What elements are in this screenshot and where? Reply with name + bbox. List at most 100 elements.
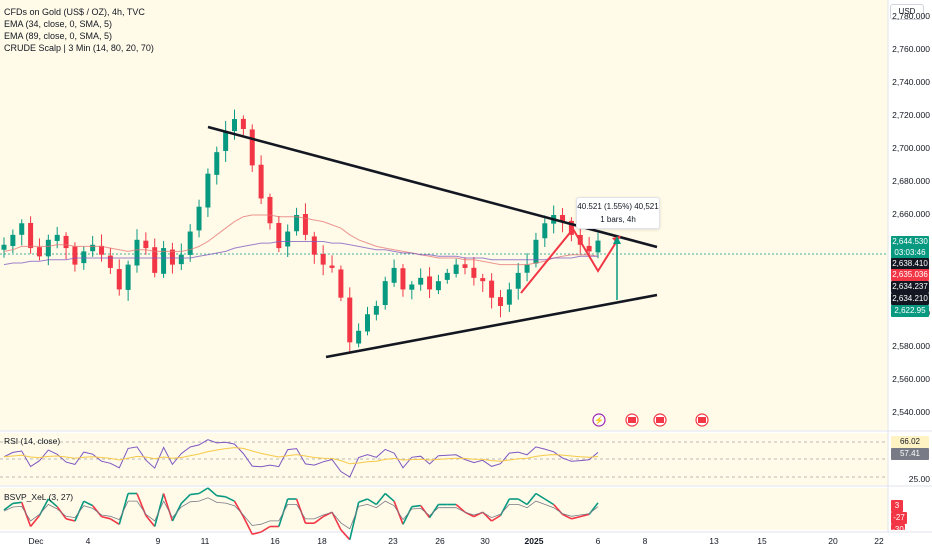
candle-body[interactable] (143, 240, 149, 249)
legend-ema34[interactable]: EMA (34, close, 0, SMA, 5) (4, 19, 113, 29)
candle-body[interactable] (196, 206, 202, 231)
candle-body[interactable] (36, 247, 42, 257)
candle-body[interactable] (161, 248, 167, 274)
candle-body[interactable] (240, 118, 246, 129)
lower-trendline[interactable] (325, 293, 658, 359)
projection-path[interactable] (520, 227, 621, 294)
candle-body[interactable] (524, 264, 530, 273)
ema89-line[interactable] (3, 241, 598, 266)
candle-body[interactable] (54, 234, 60, 241)
candle-body[interactable] (28, 222, 34, 249)
rsi-lines (3, 439, 599, 478)
time-axis-label: 9 (156, 536, 161, 546)
candle-body[interactable] (223, 132, 229, 151)
candle-body[interactable] (409, 284, 415, 290)
candle-body[interactable] (107, 255, 113, 268)
candle-body[interactable] (232, 119, 238, 132)
bsvp-segment (517, 498, 528, 506)
candle-body[interactable] (10, 234, 16, 247)
candle-body[interactable] (178, 254, 184, 265)
candle-body[interactable] (400, 268, 406, 290)
candle-body[interactable] (489, 280, 495, 298)
candle-body[interactable] (134, 239, 140, 266)
legend-ema89[interactable]: EMA (89, close, 0, SMA, 5) (4, 31, 113, 41)
candle-body[interactable] (595, 240, 601, 253)
candle-body[interactable] (311, 236, 317, 255)
candle-body[interactable] (427, 276, 433, 290)
candle-body[interactable] (497, 297, 503, 306)
candle-body[interactable] (453, 264, 459, 274)
candle-body[interactable] (418, 277, 424, 285)
candle-body[interactable] (72, 246, 78, 265)
bsvp-label[interactable]: BSVP_XeL (3, 27) (4, 492, 74, 502)
legend-crude[interactable]: CRUDE Scalp | 3 Min (14, 80, 20, 70) (4, 43, 154, 53)
candle-body[interactable] (373, 305, 379, 315)
rsi-line[interactable] (3, 439, 599, 478)
candle-body[interactable] (187, 231, 193, 255)
candle-body[interactable] (347, 297, 353, 343)
candle-body[interactable] (294, 215, 300, 232)
candle-body[interactable] (320, 254, 326, 265)
candle-body[interactable] (276, 222, 282, 249)
candle-body[interactable] (515, 272, 521, 289)
candle-body[interactable] (249, 129, 255, 166)
candle-body[interactable] (586, 245, 592, 252)
candle-body[interactable] (568, 220, 574, 235)
candle-body[interactable] (63, 235, 69, 249)
candle-body[interactable] (285, 231, 291, 247)
candle-body[interactable] (533, 239, 539, 264)
candle-body[interactable] (205, 173, 211, 208)
candle-body[interactable] (435, 281, 441, 291)
bsvp-segment (65, 518, 76, 522)
candle-body[interactable] (19, 223, 25, 235)
lightning-icon[interactable] (592, 413, 606, 427)
bsvp-segment (340, 529, 351, 541)
candle-body[interactable] (214, 152, 220, 175)
candle-body[interactable] (90, 244, 96, 252)
rsi-signal-line[interactable] (3, 447, 599, 465)
rsi-level-label: 25.00 (908, 474, 930, 484)
candle-body[interactable] (542, 223, 548, 239)
candle-body[interactable] (391, 267, 397, 283)
bsvp-segment (83, 500, 94, 507)
bsvp-segment (12, 501, 22, 505)
candle-body[interactable] (152, 247, 158, 273)
candle-body[interactable] (125, 264, 131, 290)
candle-body[interactable] (338, 269, 344, 298)
bsvp-segment (402, 506, 413, 525)
candle-body[interactable] (329, 265, 335, 268)
candle-body[interactable] (169, 249, 175, 265)
candle-body[interactable] (1, 244, 7, 250)
event-icons: ⚡ (592, 413, 709, 427)
candle-body[interactable] (302, 214, 308, 235)
ema34-line[interactable] (3, 214, 599, 266)
candle-body[interactable] (480, 278, 486, 282)
legend-symbol[interactable]: CFDs on Gold (US$ / OZ), 4h, TVC (4, 7, 145, 17)
candle-body[interactable] (471, 267, 477, 278)
candle-body[interactable] (258, 164, 264, 199)
candle-body[interactable] (462, 264, 468, 268)
bsvp-value-badge: -30 (891, 524, 905, 530)
bsvp-signal-line[interactable] (3, 497, 599, 530)
measure-tooltip-line1: 40.521 (1.55%) 40,521 (577, 202, 659, 211)
candle-body[interactable] (382, 281, 388, 306)
time-axis-label: Dec (28, 536, 44, 546)
candle-body[interactable] (267, 196, 273, 224)
candle-body[interactable] (45, 239, 51, 257)
candle-body[interactable] (99, 245, 105, 255)
candle-body[interactable] (364, 314, 370, 332)
candle-body[interactable] (116, 269, 122, 290)
currency-button[interactable]: USD (890, 4, 924, 20)
candle-body[interactable] (560, 214, 566, 222)
candle-body[interactable] (81, 251, 87, 264)
bsvp-segment (313, 515, 324, 524)
candle-body[interactable] (506, 289, 512, 305)
price-badge: 2,622.95 (891, 305, 929, 317)
time-axis-label: 6 (596, 536, 601, 546)
candle-body[interactable] (356, 330, 362, 344)
candle-body[interactable] (444, 272, 450, 280)
rsi-label[interactable]: RSI (14, close) (4, 436, 61, 446)
time-axis[interactable]: Dec 4 9 11 16 18 23 26 30 2025 6 8 13 15 20 22 (28, 536, 884, 546)
price-axis-label: 2,540.000 (892, 407, 930, 418)
